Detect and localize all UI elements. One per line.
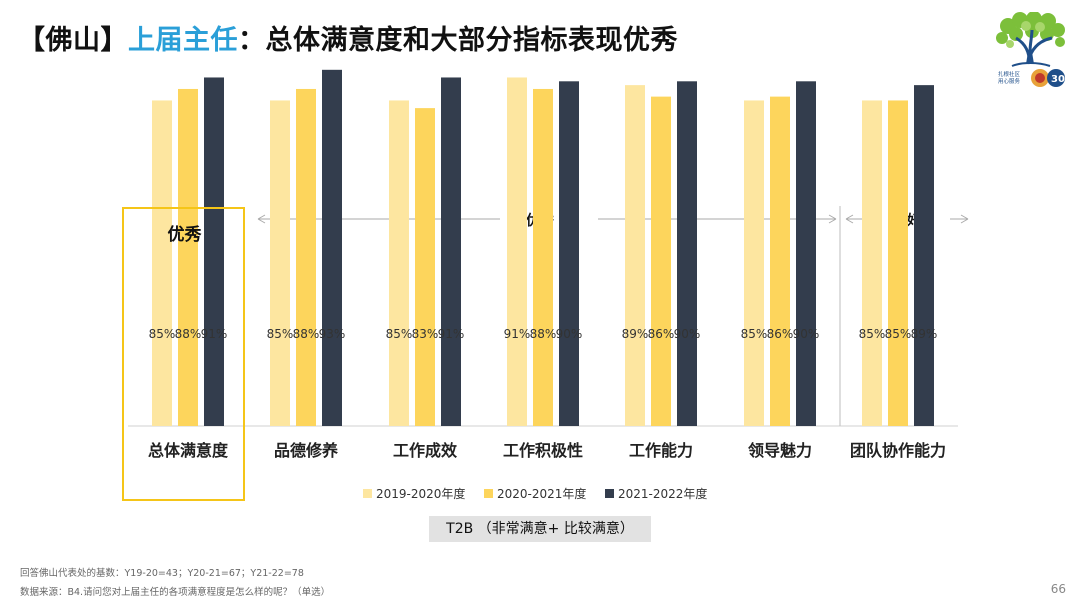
- legend-swatch: [363, 489, 372, 498]
- bar: [441, 77, 461, 426]
- bar: [270, 100, 290, 426]
- page-title: 【佛山】上届主任：总体满意度和大部分指标表现优秀: [18, 18, 678, 57]
- data-label: 85%: [149, 327, 176, 341]
- data-label: 93%: [319, 327, 346, 341]
- good-arrowhead-right: [960, 214, 969, 224]
- highlight-box: [122, 207, 245, 501]
- data-label: 91%: [438, 327, 465, 341]
- data-label: 88%: [293, 327, 320, 341]
- data-label: 86%: [767, 327, 794, 341]
- tree-logo-icon: 扎根社区 用心服务 30: [996, 12, 1065, 87]
- bar: [770, 96, 790, 427]
- bar: [651, 96, 671, 427]
- t2b-label: T2B （非常满意+ 比较满意）: [429, 516, 651, 542]
- category-label: 品德修养: [274, 441, 339, 460]
- data-label: 90%: [674, 327, 701, 341]
- data-label: 85%: [741, 327, 768, 341]
- excellent-arrowhead-right: [828, 214, 837, 224]
- bar: [507, 77, 527, 426]
- data-label: 88%: [175, 327, 202, 341]
- data-label: 85%: [885, 327, 912, 341]
- data-label: 85%: [386, 327, 413, 341]
- bar: [389, 100, 409, 426]
- legend-label: 2019-2020年度: [376, 486, 465, 501]
- bar: [178, 88, 198, 427]
- data-label: 89%: [622, 327, 649, 341]
- page-number: 66: [1050, 582, 1066, 596]
- title-prefix: 【佛山】: [18, 25, 128, 56]
- excellent-arrowhead-left: [257, 214, 266, 224]
- legend-swatch: [484, 489, 493, 498]
- category-label: 总体满意度: [148, 441, 229, 460]
- svg-text:用心服务: 用心服务: [998, 77, 1021, 85]
- highlight-label: 优秀: [167, 225, 202, 245]
- category-label: 团队协作能力: [850, 441, 946, 460]
- bar: [888, 100, 908, 426]
- bar: [533, 88, 553, 427]
- data-label: 85%: [859, 327, 886, 341]
- bar: [204, 77, 224, 426]
- data-label: 89%: [911, 327, 938, 341]
- footnote-source: 数据来源：B4.请问您对上届主任的各项满意程度是怎么样的呢？（单选）: [20, 587, 331, 598]
- bar: [296, 88, 316, 427]
- legend-label: 2020-2021年度: [497, 486, 586, 501]
- data-label: 90%: [556, 327, 583, 341]
- bar: [914, 85, 934, 426]
- category-label: 工作积极性: [503, 441, 583, 460]
- good-arrowhead-left: [845, 214, 854, 224]
- bar: [862, 100, 882, 426]
- data-label: 91%: [504, 327, 531, 341]
- bar: [796, 81, 816, 427]
- bar: [415, 108, 435, 427]
- title-rest: ：总体满意度和大部分指标表现优秀: [238, 25, 678, 56]
- data-label: 83%: [412, 327, 439, 341]
- footnote-base: 回答佛山代表处的基数：Y19-20=43；Y20-21=67；Y21-22=78: [20, 568, 304, 579]
- category-label: 工作成效: [393, 441, 457, 460]
- category-label: 工作能力: [629, 441, 693, 460]
- bar: [559, 81, 579, 427]
- legend-label: 2021-2022年度: [618, 486, 707, 501]
- bar: [152, 100, 172, 426]
- svg-text:30: 30: [1051, 74, 1065, 85]
- category-label: 领导魅力: [748, 441, 812, 460]
- title-highlight: 上届主任: [128, 25, 238, 56]
- bar: [677, 81, 697, 427]
- data-label: 85%: [267, 327, 294, 341]
- bar: [744, 100, 764, 426]
- data-label: 91%: [201, 327, 228, 341]
- legend-swatch: [605, 489, 614, 498]
- svg-text:扎根社区: 扎根社区: [998, 70, 1021, 78]
- data-label: 88%: [530, 327, 557, 341]
- bar: [625, 85, 645, 426]
- data-label: 90%: [793, 327, 820, 341]
- data-label: 86%: [648, 327, 675, 341]
- bar: [322, 69, 342, 426]
